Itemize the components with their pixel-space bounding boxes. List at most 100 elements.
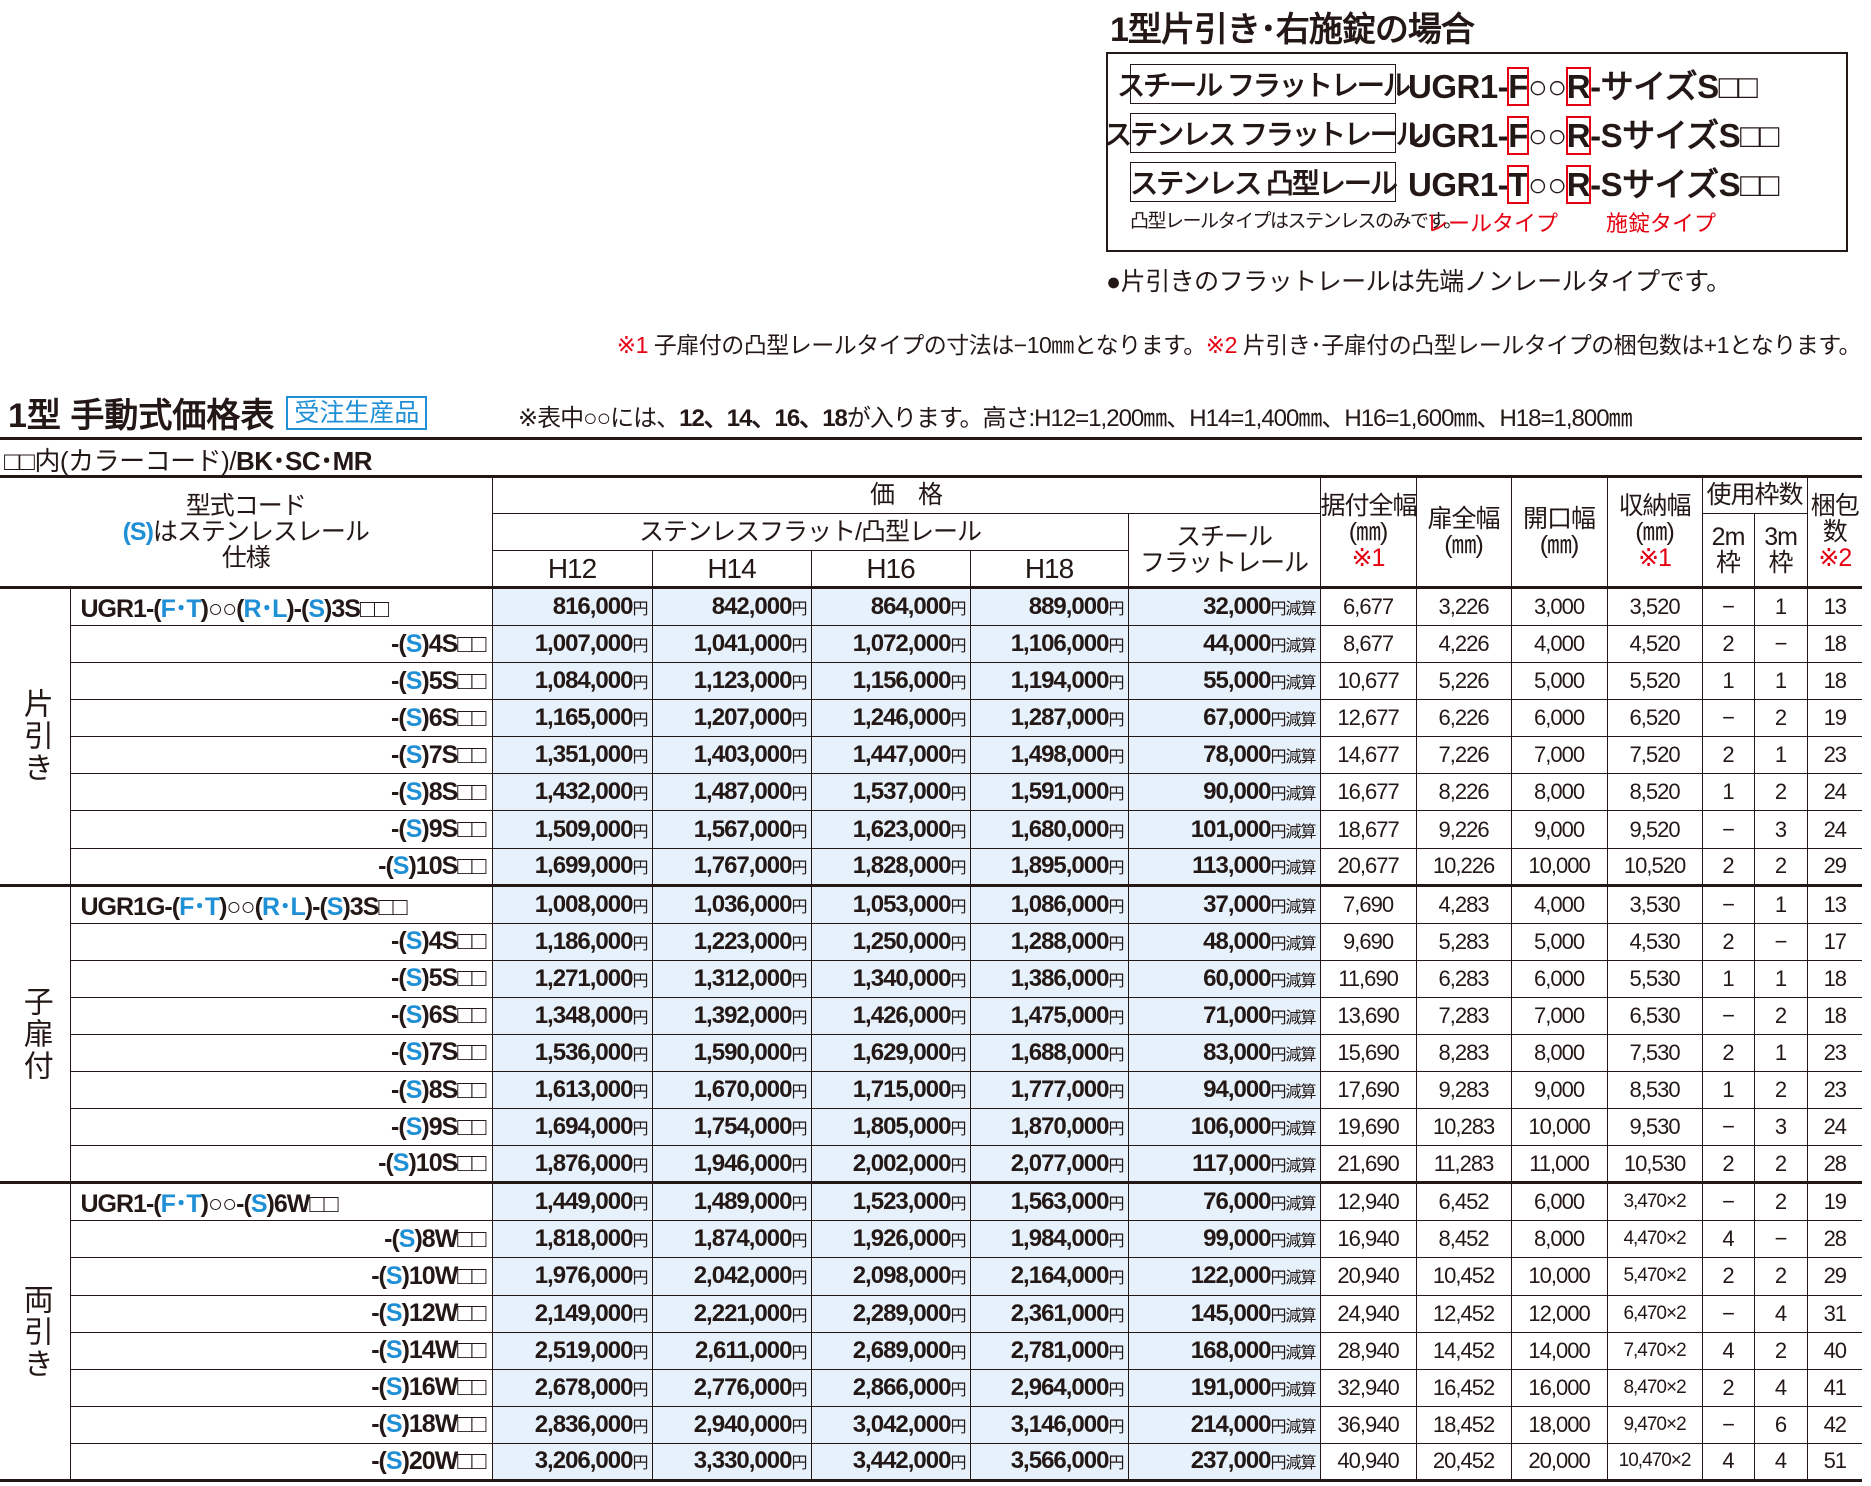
- price-cell: 2,149,000円: [491, 1294, 653, 1333]
- table-row: 両引き UGR1-(F･T)○○-(S)6W□□ 1,449,000円 1,489,0…: [0, 1181, 1863, 1482]
- frames-3m: 2: [1753, 773, 1808, 812]
- price-value: 842,000: [711, 593, 793, 620]
- price-cell: 3,330,000円: [651, 1442, 812, 1482]
- reduction-unit: 円減算: [1270, 1046, 1317, 1064]
- package-count: 17: [1806, 922, 1863, 961]
- frames-2m: 4: [1701, 1442, 1755, 1482]
- price-cell: 1,754,000円: [651, 1108, 812, 1147]
- price-value: 1,008,000: [534, 890, 634, 918]
- yen-unit: 円: [632, 898, 648, 916]
- storage-width: 3,520: [1606, 586, 1703, 626]
- yen-unit: 円: [632, 1270, 648, 1288]
- code-part: )16W□□: [401, 1373, 487, 1402]
- lock-type-label: 施錠タイプ: [1606, 211, 1717, 236]
- table-row: -(S)10S□□ 1,699,000円 1,767,000円 1,828,000円 1…: [0, 847, 1863, 886]
- price-table: 型式コード (S)はステンレスレール 仕様 価 格 据付全幅 (㎜) ※1 扉全幅 (㎜)…: [0, 475, 1863, 1482]
- steel-reduction: 90,000円減算: [1127, 773, 1321, 812]
- code-prefix: UGR1-: [1408, 117, 1509, 154]
- h-s3: ※1: [1638, 544, 1672, 573]
- frames-2m: 4: [1701, 1220, 1755, 1259]
- frames-3m: 2: [1753, 847, 1808, 886]
- frames-2m: −: [1701, 883, 1755, 924]
- frames-3m: 1: [1753, 883, 1808, 924]
- yen-unit: 円: [950, 1381, 966, 1399]
- model-code: -(S)4S□□: [70, 624, 493, 664]
- storage-width: 5,530: [1606, 959, 1703, 998]
- yen-unit: 円: [1108, 1121, 1124, 1139]
- price-value: 1,386,000: [1010, 964, 1110, 992]
- made-to-order-badge: 受注生産品: [286, 395, 428, 430]
- storage-width: 9,530: [1606, 1108, 1703, 1147]
- price-value: 1,086,000: [1010, 890, 1110, 918]
- price-cell: 1,041,000円: [651, 624, 812, 664]
- frames-3m: 2: [1753, 1071, 1808, 1110]
- yen-unit: 円: [1108, 712, 1124, 730]
- steel-reduction: 117,000円減算: [1127, 1145, 1321, 1184]
- yen-unit: 円: [632, 749, 648, 767]
- frames-3m: 2: [1753, 1145, 1808, 1184]
- code-part: S: [250, 1190, 268, 1219]
- h-code2: はステンレスレール: [152, 517, 370, 546]
- yen-unit: 円: [632, 1046, 648, 1064]
- header-model-code: 型式コード (S)はステンレスレール 仕様: [0, 476, 493, 588]
- header-package-count: 梱包数 ※2: [1806, 476, 1863, 588]
- install-width: 12,940: [1319, 1181, 1417, 1222]
- code-part: )6S□□: [421, 703, 486, 732]
- yen-unit: 円: [791, 1046, 807, 1064]
- reduction-unit: 円減算: [1270, 1233, 1317, 1251]
- yen-unit: 円: [632, 1196, 648, 1214]
- price-cell: 1,250,000円: [810, 922, 971, 961]
- h-st2: フラットレール: [1140, 549, 1309, 577]
- price-value: 1,348,000: [534, 1001, 634, 1029]
- reduction-unit: 円減算: [1270, 935, 1317, 953]
- price-value: 1,106,000: [1010, 630, 1110, 658]
- price-value: 889,000: [1028, 593, 1110, 620]
- h-d2: (㎜): [1444, 531, 1484, 559]
- price-cell: 2,289,000円: [810, 1294, 971, 1333]
- table-row: -(S)8W□□ 1,818,000円 1,874,000円 1,926,000円 1,…: [0, 1220, 1863, 1259]
- opening-width: 20,000: [1510, 1442, 1608, 1482]
- code-part: -(: [391, 1001, 407, 1030]
- height-note: ※表中○○には、12、14、16、18が入ります。高さ:H12=1,200㎜、H…: [518, 398, 1633, 433]
- door-width: 18,452: [1415, 1405, 1512, 1444]
- reduction-value: 106,000: [1190, 1113, 1272, 1141]
- opening-width: 9,000: [1510, 810, 1608, 849]
- storage-width: 7,530: [1606, 1033, 1703, 1073]
- reduction-unit: 円減算: [1270, 1307, 1317, 1325]
- price-cell: 2,221,000円: [651, 1294, 812, 1333]
- install-width: 19,690: [1319, 1108, 1417, 1147]
- page-title: 1型 手動式価格表 受注生産品: [8, 388, 428, 437]
- code-part: )-(: [304, 892, 328, 921]
- opening-width: 8,000: [1510, 1220, 1608, 1259]
- yen-unit: 円: [1108, 823, 1124, 841]
- price-cell: 1,715,000円: [810, 1071, 971, 1110]
- rail-label: ステンレス フラットレール: [1104, 113, 1424, 153]
- height-placeholder: ○○: [1527, 117, 1567, 154]
- yen-unit: 円: [791, 1009, 807, 1027]
- price-cell: 1,287,000円: [969, 699, 1129, 738]
- price-cell: 2,361,000円: [969, 1294, 1129, 1333]
- install-width: 36,940: [1319, 1405, 1417, 1444]
- divider: [0, 437, 1862, 440]
- package-count: 23: [1806, 1071, 1863, 1110]
- reduction-value: 101,000: [1190, 815, 1272, 843]
- h-i2: (㎜): [1348, 517, 1389, 546]
- model-code: -(S)6S□□: [70, 996, 493, 1035]
- price-cell: 1,984,000円: [969, 1220, 1129, 1259]
- reduction-value: 117,000: [1192, 1149, 1271, 1177]
- price-cell: 1,123,000円: [651, 662, 812, 701]
- frames-3m: 1: [1753, 662, 1808, 701]
- package-count: 40: [1806, 1331, 1863, 1370]
- price-cell: 864,000円: [810, 586, 971, 626]
- reduction-value: 83,000: [1203, 1038, 1271, 1066]
- price-cell: 1,432,000円: [491, 773, 653, 812]
- storage-width: 8,530: [1606, 1071, 1703, 1110]
- yen-unit: 円: [950, 1233, 966, 1251]
- frames-3m: 2: [1753, 1331, 1808, 1370]
- yen-unit: 円: [950, 749, 966, 767]
- price-cell: 1,426,000円: [810, 996, 971, 1035]
- reduction-unit: 円減算: [1270, 675, 1317, 693]
- h-code2s: (S): [122, 517, 154, 546]
- h-p1: 梱包: [1810, 491, 1860, 520]
- yen-unit: 円: [791, 638, 807, 656]
